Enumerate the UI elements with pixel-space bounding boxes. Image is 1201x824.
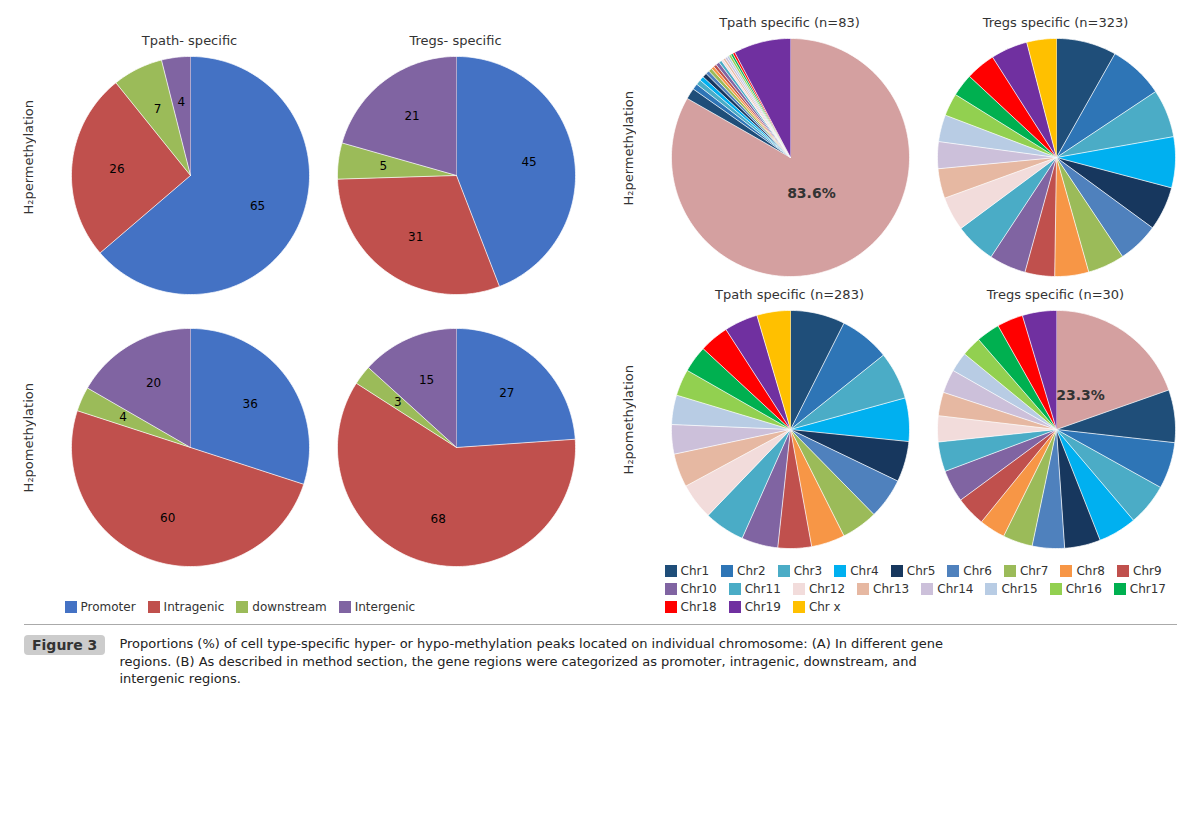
- svg-text:20: 20: [145, 376, 160, 390]
- html-text:Intergenic: Intergenic: [354, 600, 416, 614]
- html-text:Chr3: Chr3: [793, 564, 823, 578]
- html-text:Chr13: Chr13: [873, 582, 910, 596]
- html-text:Chr15: Chr15: [1001, 582, 1038, 596]
- svg-text:65: 65: [249, 199, 264, 213]
- svg-text:5: 5: [379, 159, 387, 173]
- svg-text:15: 15: [418, 373, 433, 387]
- html-text:Chr12: Chr12: [808, 582, 846, 596]
- html-text:Chr19: Chr19: [744, 600, 781, 614]
- html-text:Tregs specific (n=30): Tregs specific (n=30): [986, 287, 1125, 302]
- svg-text:83.6%: 83.6%: [787, 185, 836, 201]
- svg-text:60: 60: [160, 511, 175, 525]
- svg-text:26: 26: [109, 162, 124, 176]
- html-text:Tregs- specific: Tregs- specific: [409, 33, 502, 48]
- html-text:Promoter: Promoter: [80, 600, 136, 614]
- html-text:Chr11: Chr11: [744, 582, 781, 596]
- html-text:Chr8: Chr8: [1076, 564, 1105, 578]
- svg-text:27: 27: [499, 386, 514, 400]
- html-text:H₂permethylation: H₂permethylation: [20, 99, 36, 215]
- html-text:Chr x: Chr x: [808, 600, 841, 614]
- svg-text:68: 68: [430, 512, 445, 526]
- svg-text:21: 21: [404, 109, 419, 123]
- html-text:Chr9: Chr9: [1133, 564, 1162, 578]
- html-text:Chr4: Chr4: [850, 564, 879, 578]
- svg-text:3: 3: [394, 395, 402, 409]
- html-text:downstream: downstream: [252, 600, 327, 614]
- html-text:H₂permethylation: H₂permethylation: [620, 90, 636, 206]
- html-text:Chr14: Chr14: [937, 582, 974, 596]
- html-text:H₂pomethylation: H₂pomethylation: [20, 383, 36, 493]
- svg-text:36: 36: [242, 397, 257, 411]
- svg-text:31: 31: [408, 230, 423, 244]
- html-text:Tpath specific (n=83): Tpath specific (n=83): [719, 15, 860, 30]
- svg-text:4: 4: [177, 95, 185, 109]
- html-text:Chr2: Chr2: [737, 564, 766, 578]
- html-text:Tpath- specific: Tpath- specific: [141, 33, 238, 48]
- html-text:Tpath specific (n=283): Tpath specific (n=283): [715, 287, 864, 302]
- html-text:Chr10: Chr10: [680, 582, 717, 596]
- html-text:Proportions (%) of cell type-s: Proportions (%) of cell type-specific hy…: [119, 636, 943, 687]
- html-text:Chr5: Chr5: [906, 564, 936, 578]
- html-text:Intragenic: Intragenic: [163, 600, 225, 614]
- html-text:Chr18: Chr18: [680, 600, 717, 614]
- html-text:Chr1: Chr1: [680, 564, 710, 578]
- html-text:Tregs specific (n=323): Tregs specific (n=323): [982, 15, 1129, 30]
- html-text:Chr17: Chr17: [1129, 582, 1166, 596]
- html-text:Chr6: Chr6: [963, 564, 992, 578]
- html-text:Figure 3: Figure 3: [32, 637, 98, 653]
- svg-text:7: 7: [153, 102, 161, 116]
- html-text:Chr16: Chr16: [1065, 582, 1102, 596]
- svg-text:23.3%: 23.3%: [1056, 387, 1105, 403]
- svg-text:45: 45: [521, 155, 536, 169]
- svg-text:4: 4: [119, 410, 127, 424]
- html-text:Chr7: Chr7: [1019, 564, 1049, 578]
- html-text:H₂pomethylation: H₂pomethylation: [620, 365, 636, 475]
